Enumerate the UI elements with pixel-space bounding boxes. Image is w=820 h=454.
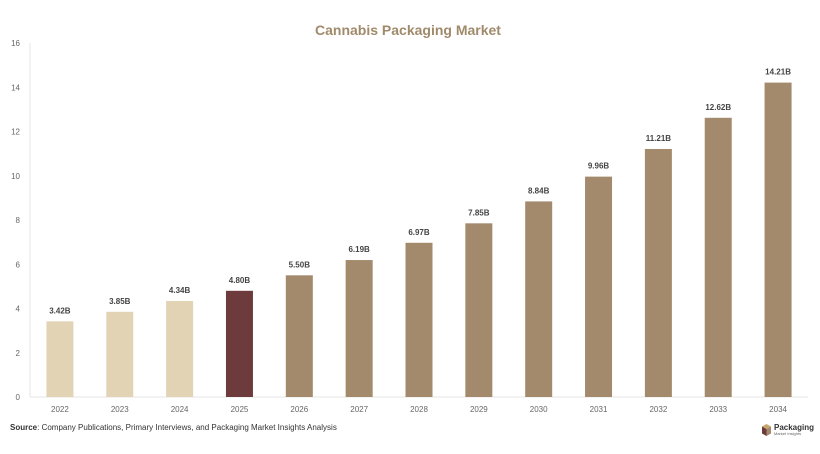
bar-2033 <box>704 117 732 397</box>
x-tick-label-2033: 2033 <box>709 405 727 414</box>
x-tick-label-2028: 2028 <box>410 405 428 414</box>
y-tick-label: 0 <box>16 393 21 402</box>
data-label-2022: 3.42B <box>49 306 71 315</box>
data-label-2033: 12.62B <box>705 103 731 112</box>
x-tick-label-2026: 2026 <box>290 405 308 414</box>
data-label-2027: 6.19B <box>348 245 370 254</box>
logo-name: Packaging <box>774 423 815 432</box>
y-tick-label: 16 <box>11 39 20 48</box>
data-label-2032: 11.21B <box>646 134 672 143</box>
bar-2025 <box>225 290 253 397</box>
x-tick-label-2023: 2023 <box>111 405 129 414</box>
data-label-2026: 5.50B <box>289 260 311 269</box>
package-box-icon <box>762 424 771 436</box>
logo-wordmark: Packaging Market Insights <box>774 424 814 436</box>
x-axis-ticks: 2022 2023 2024 2025 2026 2027 2028 2029 2030 2031… <box>51 405 788 414</box>
data-label-2025: 4.80B <box>229 276 251 285</box>
bar-2028 <box>405 242 433 397</box>
y-tick-label: 10 <box>11 172 20 181</box>
x-tick-label-2031: 2031 <box>590 405 608 414</box>
y-tick-label: 12 <box>11 128 20 137</box>
y-tick-label: 8 <box>16 216 21 225</box>
x-tick-label-2027: 2027 <box>350 405 368 414</box>
source-note: Source: Company Publications, Primary In… <box>10 423 337 432</box>
x-tick-label-2022: 2022 <box>51 405 69 414</box>
y-axis-ticks: 0 2 4 6 8 10 12 14 16 <box>11 39 20 402</box>
data-label-2023: 3.85B <box>109 297 131 306</box>
source-label: Source <box>10 423 38 432</box>
x-tick-label-2034: 2034 <box>769 405 787 414</box>
data-label-2034: 14.21B <box>765 68 791 77</box>
source-text: : Company Publications, Primary Intervie… <box>37 423 337 432</box>
y-tick-label: 6 <box>16 260 21 269</box>
data-label-2029: 7.85B <box>468 208 490 217</box>
bar-2022 <box>46 321 74 397</box>
x-tick-label-2025: 2025 <box>231 405 249 414</box>
bar-2029 <box>465 223 493 397</box>
data-label-2028: 6.97B <box>408 228 430 237</box>
brand-logo: Packaging Market Insights <box>762 422 814 438</box>
bar-2031 <box>585 176 613 397</box>
data-label-2030: 8.84B <box>528 186 550 195</box>
data-label-2024: 4.34B <box>169 286 191 295</box>
x-tick-label-2032: 2032 <box>649 405 667 414</box>
bar-2027 <box>345 260 373 397</box>
y-tick-label: 4 <box>16 305 21 314</box>
bar-chart: Cannabis Packaging Market 0246810121416 … <box>11 22 808 414</box>
bar-2024 <box>166 300 194 397</box>
bar-2034 <box>764 82 792 397</box>
logo-tagline: Market Insights <box>774 431 802 436</box>
data-label-2031: 9.96B <box>588 162 610 171</box>
data-labels-group: 3.42B 3.85B 4.34B 4.80B 5.50B 6.19B 6.97B 7.85B… <box>49 68 791 316</box>
x-tick-label-2024: 2024 <box>171 405 189 414</box>
y-tick-label: 14 <box>11 83 20 92</box>
chart-title: Cannabis Packaging Market <box>315 22 501 38</box>
x-tick-label-2029: 2029 <box>470 405 488 414</box>
x-tick-label-2030: 2030 <box>530 405 548 414</box>
bars-group <box>46 82 792 397</box>
bar-2026 <box>285 275 313 397</box>
y-tick-label: 2 <box>16 349 21 358</box>
bar-2030 <box>525 201 553 397</box>
bar-2032 <box>644 148 672 397</box>
bar-2023 <box>106 311 134 397</box>
